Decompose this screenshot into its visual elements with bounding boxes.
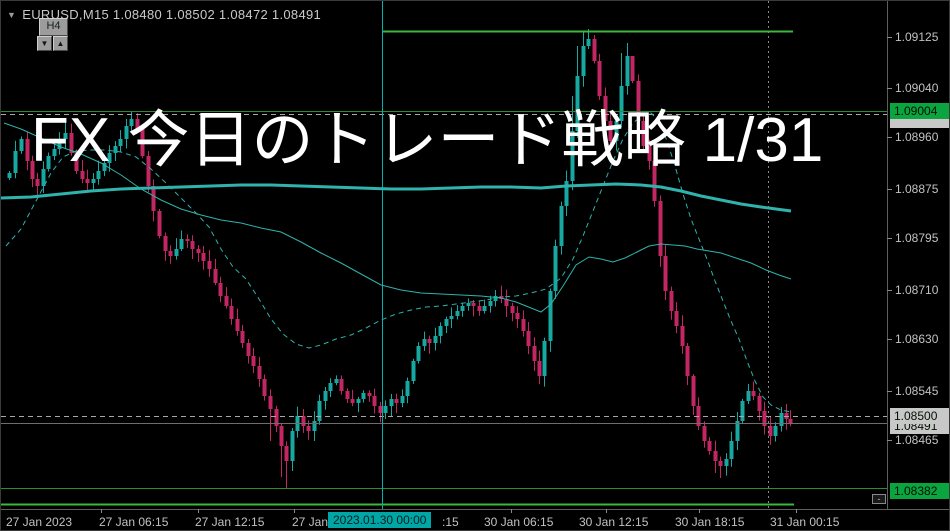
- ma-thick-teal: [1, 182, 792, 213]
- price-badge: 1.08500: [890, 408, 949, 424]
- timeframe-h4-button[interactable]: H4: [39, 18, 68, 36]
- time-tick: [198, 509, 199, 513]
- time-tick: [699, 509, 700, 513]
- time-tick-label: 30 Jan 06:15: [484, 515, 554, 529]
- ma-thin-teal: [3, 122, 792, 313]
- time-tick-label: 27 Jan 12:15: [195, 515, 265, 529]
- price-tick: [887, 238, 892, 239]
- price-tick: [887, 37, 892, 38]
- time-tick-label: 27 Jan 06:15: [99, 515, 169, 529]
- price-axis[interactable]: 1.09125 1.09040 1.08960 1.08875 1.08795 1.087…: [887, 1, 949, 509]
- symbol-ohlc-header: ▼ EURUSD,M15 1.08480 1.08502 1.08472 1.0…: [7, 7, 321, 22]
- price-tick-label: 1.08465: [895, 433, 939, 447]
- timeframe-up-button[interactable]: ▲: [53, 36, 68, 51]
- time-tick: [294, 509, 295, 513]
- price-tick-label: 1.08960: [895, 130, 939, 144]
- ohlc-text: EURUSD,M15 1.08480 1.08502 1.08472 1.084…: [22, 7, 322, 22]
- time-tick: [606, 509, 607, 513]
- price-tick: [887, 290, 892, 291]
- time-tick-label: 30 Jan 18:15: [675, 515, 745, 529]
- time-tick-label: 27 Jan: [292, 515, 329, 529]
- price-badge: 1.08382: [890, 483, 949, 499]
- timeframe-down-button[interactable]: ▼: [37, 36, 52, 51]
- candles: [7, 29, 793, 489]
- price-tick: [887, 189, 892, 190]
- minus-marker[interactable]: -: [872, 494, 886, 504]
- time-axis[interactable]: 27 Jan 2023 27 Jan 06:15 27 Jan 12:15 27 Ja…: [1, 509, 949, 530]
- time-tick: [511, 509, 512, 513]
- time-tick: [796, 509, 797, 513]
- time-tick: [101, 509, 102, 513]
- time-tick-label: 30 Jan 12:15: [579, 515, 649, 529]
- time-tick-label: 27 Jan 2023: [6, 515, 73, 529]
- time-tick-label: 31 Jan 00:15: [770, 515, 840, 529]
- price-tick-label: 1.08545: [895, 384, 939, 398]
- price-tick: [887, 391, 892, 392]
- dropdown-icon[interactable]: ▼: [7, 9, 17, 20]
- crosshair-time-badge: 2023.01.30 00:00: [328, 512, 432, 528]
- price-badge: 1.09004: [890, 103, 949, 119]
- price-tick-label: 1.09040: [895, 81, 939, 95]
- price-tick: [887, 440, 892, 441]
- price-tick-label: 1.08875: [895, 182, 939, 196]
- time-tick-label: :15: [442, 515, 459, 529]
- ma-dashed-teal: [5, 112, 792, 413]
- price-tick-label: 1.08710: [895, 283, 939, 297]
- price-tick: [887, 88, 892, 89]
- price-tick-label: 1.08630: [895, 332, 939, 346]
- price-tick-label: 1.08795: [895, 231, 939, 245]
- price-tick: [887, 137, 892, 138]
- price-tick-label: 1.09125: [895, 30, 939, 44]
- candlestick-plot[interactable]: [1, 1, 887, 509]
- price-tick: [887, 339, 892, 340]
- overlay-title: FX 今日のトレード戦略 1/31: [31, 106, 824, 175]
